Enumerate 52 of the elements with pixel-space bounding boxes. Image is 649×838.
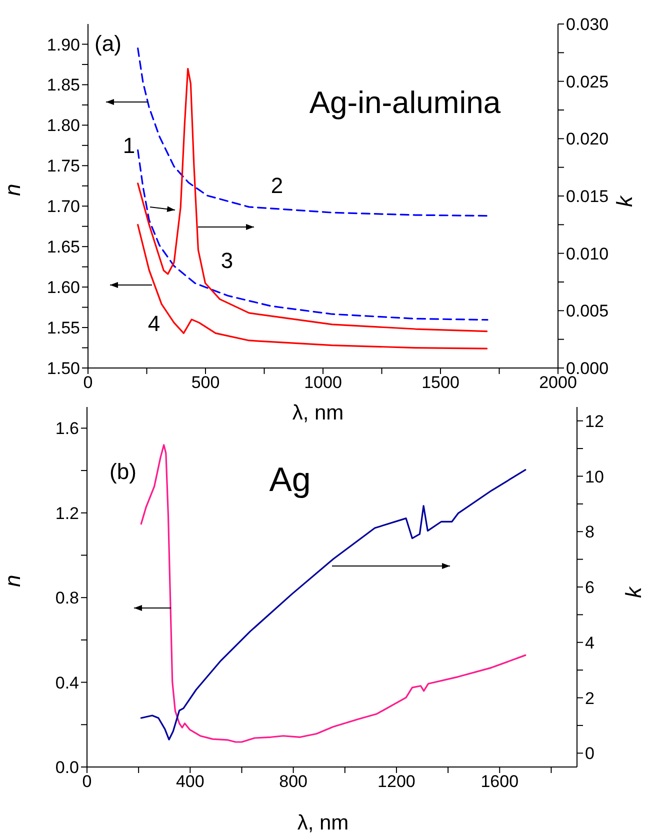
x-tick-label: 0 xyxy=(83,373,93,392)
y-tick-label: 0.4 xyxy=(55,673,79,692)
y-tick-label: 1.6 xyxy=(55,419,79,438)
y-tick-label: 1.55 xyxy=(46,318,80,338)
x-tick-label: 1000 xyxy=(304,373,342,392)
y2-tick-label: 0.025 xyxy=(566,72,609,92)
x-tick-label: 1500 xyxy=(422,373,460,392)
y-tick-label: 1.50 xyxy=(46,359,80,378)
annotation: Ag xyxy=(269,460,311,499)
y2-tick-label: 0.030 xyxy=(566,15,609,34)
y2-tick-label: 0.020 xyxy=(566,130,609,149)
y2-axis-title: k xyxy=(612,195,637,207)
y-tick-label: 1.65 xyxy=(46,238,80,257)
x-axis-title: λ, nm xyxy=(297,812,349,835)
annotation: (b) xyxy=(110,458,136,484)
y-tick-label: 1.80 xyxy=(46,116,80,136)
y2-tick-label: 8 xyxy=(585,522,594,542)
annotation: 3 xyxy=(220,248,234,273)
x-tick-label: 1600 xyxy=(480,772,519,792)
y2-tick-label: 2 xyxy=(585,688,594,708)
y-tick-label: 1.2 xyxy=(55,504,79,523)
x-tick-label: 800 xyxy=(279,772,308,792)
y2-axis-title: k xyxy=(620,586,646,598)
y-tick-label: 1.85 xyxy=(46,76,80,95)
y2-tick-label: 0.005 xyxy=(566,302,609,321)
y2-tick-label: 6 xyxy=(585,578,594,598)
y-tick-label: 0.0 xyxy=(55,758,79,778)
y2-tick-label: 0.010 xyxy=(566,244,609,264)
y-axis-title: n xyxy=(0,184,25,196)
y2-tick-label: 12 xyxy=(585,412,604,431)
annotation: Ag-in-alumina xyxy=(309,85,502,120)
x-tick-label: 1200 xyxy=(378,772,416,792)
x-axis-title: λ, nm xyxy=(292,402,344,425)
x-tick-label: 400 xyxy=(176,772,204,792)
y-tick-label: 1.60 xyxy=(46,278,80,298)
annotation: 1 xyxy=(122,132,136,158)
y-tick-label: 1.70 xyxy=(46,197,80,216)
x-tick-label: 2000 xyxy=(539,373,577,392)
x-tick-label: 0 xyxy=(82,772,92,792)
y2-tick-label: 0.015 xyxy=(566,187,609,206)
annotation: (a) xyxy=(94,30,122,56)
y2-tick-label: 0 xyxy=(585,744,594,764)
y2-tick-label: 4 xyxy=(585,633,594,652)
annotation: 2 xyxy=(270,172,284,198)
y-axis-title: n xyxy=(0,574,25,587)
x-tick-label: 500 xyxy=(191,373,220,392)
annotation: 4 xyxy=(148,310,160,336)
line-series xyxy=(137,224,488,350)
y-tick-label: 1.90 xyxy=(46,35,80,54)
y2-tick-label: 10 xyxy=(585,467,604,486)
y-tick-label: 1.75 xyxy=(46,156,80,176)
y-tick-label: 0.8 xyxy=(55,588,79,608)
